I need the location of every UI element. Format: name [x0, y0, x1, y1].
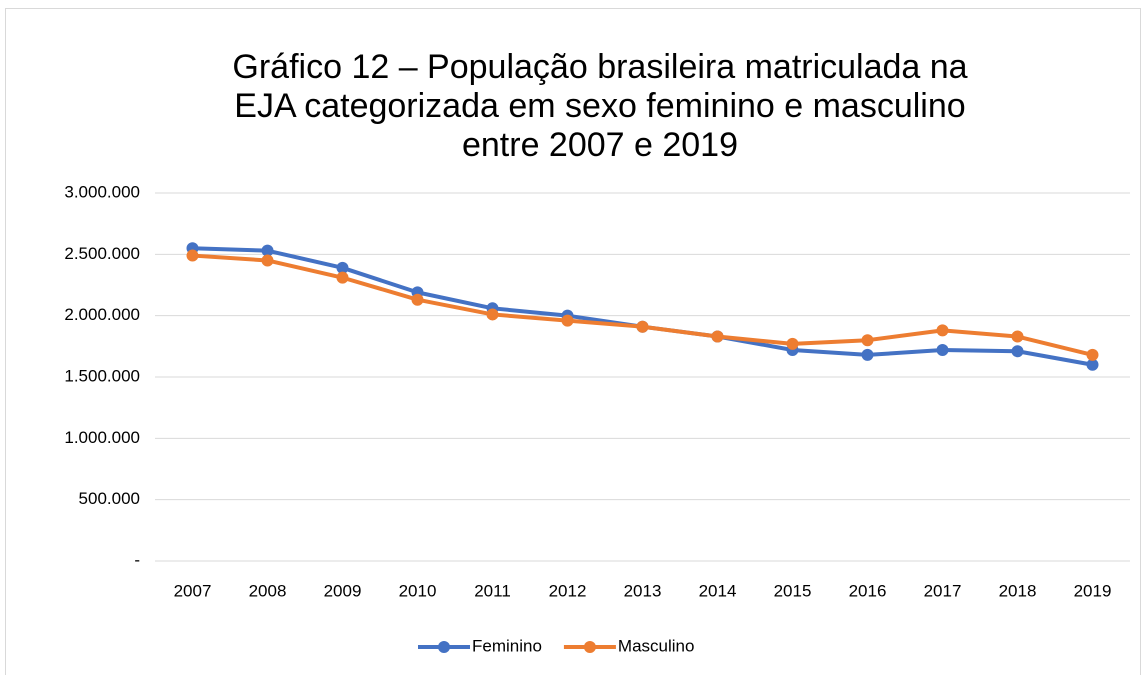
x-tick-label: 2017 [924, 581, 962, 600]
legend-marker [583, 641, 596, 653]
x-tick-label: 2013 [624, 581, 662, 600]
y-tick-label: 1.000.000 [64, 428, 140, 447]
y-tick-label: 3.000.000 [64, 182, 140, 201]
data-point [711, 330, 724, 343]
data-point [261, 244, 274, 257]
y-tick-label: 500.000 [79, 489, 140, 508]
data-point [1086, 348, 1099, 361]
data-point [486, 308, 499, 321]
x-tick-label: 2010 [399, 581, 437, 600]
data-point [561, 314, 574, 327]
x-tick-label: 2014 [699, 581, 737, 600]
data-point [636, 320, 649, 333]
data-point [1086, 358, 1099, 371]
y-tick-label: 2.500.000 [64, 244, 140, 263]
data-point [1011, 330, 1024, 343]
data-point [261, 254, 274, 267]
legend-label: Masculino [618, 636, 695, 655]
data-point [1011, 345, 1024, 358]
legend-marker [438, 641, 450, 653]
data-point [936, 344, 949, 357]
data-point [861, 334, 874, 347]
y-tick-label: - [134, 550, 140, 569]
x-tick-label: 2019 [1074, 581, 1112, 600]
data-point [786, 337, 799, 350]
series-line [192, 253, 1093, 357]
data-point [861, 348, 874, 361]
data-point [186, 249, 199, 262]
data-point [936, 324, 949, 337]
data-point [411, 293, 424, 306]
y-tick-label: 1.500.000 [64, 366, 140, 385]
x-tick-label: 2015 [774, 581, 812, 600]
x-tick-label: 2016 [849, 581, 887, 600]
data-point [336, 271, 349, 284]
x-tick-label: 2012 [549, 581, 587, 600]
series-line [192, 246, 1093, 367]
y-tick-label: 2.000.000 [64, 305, 140, 324]
x-tick-label: 2011 [474, 581, 511, 600]
legend-label: Feminino [472, 636, 542, 655]
chart-frame [5, 8, 1141, 675]
x-tick-label: 2008 [249, 581, 287, 600]
x-tick-label: 2009 [324, 581, 362, 600]
x-tick-label: 2007 [174, 581, 212, 600]
data-point [336, 261, 349, 274]
chart-title: Gráfico 12 – População brasileira matric… [232, 48, 968, 164]
x-tick-label: 2018 [999, 581, 1037, 600]
